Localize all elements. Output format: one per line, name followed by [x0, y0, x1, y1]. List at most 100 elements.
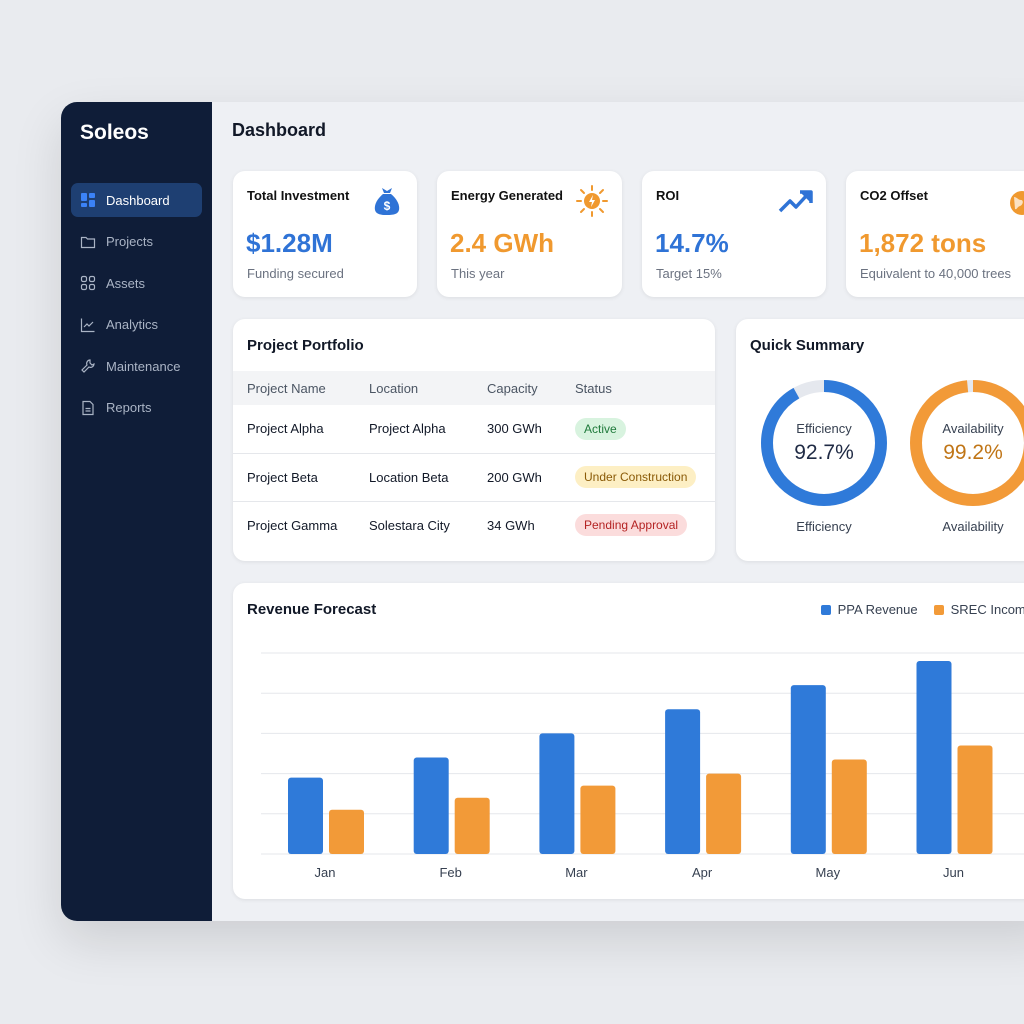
grid-icon: [81, 193, 95, 207]
project-portfolio-card: Project Portfolio Project Name Location …: [233, 319, 715, 561]
quick-summary-card: Quick Summary Efficiency 92.7% Efficiency A…: [736, 319, 1024, 561]
bar-srec-income-jan[interactable]: [329, 809, 364, 854]
kpi-value: 2.4 GWh: [450, 228, 555, 258]
cell-name: Project Beta: [233, 453, 355, 502]
status-badge: Pending Approval: [575, 514, 688, 537]
sidebar-item-label: Reports: [106, 400, 152, 416]
gauge-label: Efficiency: [796, 421, 852, 436]
status-badge: Active: [575, 417, 626, 440]
sun-bolt-icon: [576, 185, 608, 217]
page-title: Dashboard: [232, 120, 327, 140]
bar-srec-income-feb[interactable]: [454, 797, 490, 854]
column-header[interactable]: Status: [561, 371, 715, 405]
legend-item-srec[interactable]: SREC Income: [933, 602, 1024, 617]
gauge-availability: Availability 99.2% Availability: [903, 373, 1024, 563]
card-title: Quick Summary: [750, 337, 865, 354]
bar-srec-income-apr[interactable]: [706, 773, 742, 854]
x-tick-label: Jan: [315, 865, 336, 880]
cell-capacity: 300 GWh: [473, 405, 561, 454]
app-logo: Soleos: [80, 121, 149, 144]
kpi-card-roi: ROI 14.7% Target 15%: [642, 171, 826, 297]
earth-leaf-icon: [1010, 191, 1024, 215]
legend-swatch: [820, 605, 831, 615]
cell-status: Active: [561, 405, 715, 454]
sidebar-item-dashboard[interactable]: Dashboard: [71, 183, 202, 217]
bar-ppa-revenue-jan[interactable]: [288, 777, 323, 854]
sidebar-item-projects[interactable]: Projects: [71, 225, 202, 259]
column-header[interactable]: Project Name: [233, 371, 355, 405]
gauge-label: Availability: [942, 421, 1004, 436]
cell-status: Pending Approval: [561, 501, 715, 549]
cell-capacity: 34 GWh: [487, 517, 535, 533]
legend-item-ppa[interactable]: PPA Revenue: [820, 602, 918, 617]
donut-ring: [761, 380, 887, 506]
kpi-label: Energy Generated: [451, 188, 563, 203]
wrench-icon: [81, 359, 95, 374]
bar-ppa-revenue-may[interactable]: [790, 685, 826, 854]
donut-fill: [910, 380, 1024, 506]
card-title: Project Portfolio: [247, 337, 364, 354]
donut-ring: [910, 380, 1024, 506]
x-tick-label: Jun: [943, 865, 964, 880]
bar-ppa-revenue-jun[interactable]: [916, 661, 952, 854]
app-window: Soleos Dashboard Projects Assets Analyti…: [61, 102, 1024, 921]
kpi-value: $1.28M: [246, 228, 333, 258]
sidebar-item-assets[interactable]: Assets: [71, 266, 202, 300]
kpi-subtext: Equivalent to 40,000 trees: [860, 266, 1012, 281]
project-table: Project Name Location Capacity Status Pr…: [233, 371, 715, 549]
kpi-card-energy-generated: Energy Generated 2.4 GWh This year: [437, 171, 622, 297]
sidebar-item-label: Projects: [106, 234, 153, 250]
x-tick-label: May: [816, 865, 841, 880]
kpi-card-co2-offset: CO2 Offset 1,872 tons Equivalent to 40,0…: [846, 171, 1024, 297]
cell-location: Location Beta: [355, 453, 473, 502]
x-tick-label: Mar: [565, 865, 588, 880]
cell-status: Under Construction: [561, 453, 715, 502]
gauge-caption: Efficiency: [796, 519, 852, 534]
bar-srec-income-jun[interactable]: [957, 745, 993, 854]
table-row[interactable]: Project Gamma Solestara City 34 GWh Pending…: [233, 501, 715, 549]
kpi-card-total-investment: Total Investment $ $1.28M Funding secure…: [233, 171, 417, 297]
bar-ppa-revenue-apr[interactable]: [665, 709, 701, 854]
kpi-value: 14.7%: [655, 228, 729, 258]
table-row[interactable]: Project Beta Location Beta 200 GWh Under Co…: [233, 453, 715, 502]
cell-name: Project Gamma: [247, 517, 338, 533]
cell-name: Project Alpha: [233, 405, 355, 454]
kpi-label: CO2 Offset: [860, 188, 928, 203]
sidebar-item-maintenance[interactable]: Maintenance: [71, 349, 202, 383]
bar-ppa-revenue-feb[interactable]: [413, 757, 449, 854]
x-tick-label: Apr: [692, 865, 713, 880]
sidebar-item-analytics[interactable]: Analytics: [71, 308, 202, 342]
trending-up-icon: [778, 190, 813, 213]
kpi-subtext: Funding secured: [247, 266, 344, 281]
column-header[interactable]: Capacity: [473, 371, 561, 405]
chart-line-icon: [80, 318, 95, 332]
sidebar-nav: Dashboard Projects Assets Analytics Main…: [71, 183, 202, 433]
kpi-label: Total Investment: [247, 188, 350, 203]
x-tick-label: Feb: [439, 865, 461, 880]
legend-label: SREC Income: [950, 602, 1024, 617]
donut-fill: [761, 380, 887, 506]
document-icon: [82, 400, 94, 416]
kpi-label: ROI: [656, 188, 680, 203]
bar-ppa-revenue-mar[interactable]: [539, 733, 575, 854]
sidebar-item-label: Assets: [106, 275, 146, 291]
column-header[interactable]: Location: [355, 371, 473, 405]
status-badge: Under Construction: [575, 466, 697, 488]
bar-srec-income-mar[interactable]: [580, 785, 616, 854]
sidebar-item-reports[interactable]: Reports: [71, 391, 202, 425]
kpi-subtext: Target 15%: [656, 266, 722, 281]
sidebar-item-label: Maintenance: [106, 358, 181, 374]
table-row[interactable]: Project Alpha Project Alpha 300 GWh Active: [233, 405, 715, 454]
revenue-bar-chart: Jan Feb Mar Apr May Jun: [261, 652, 1024, 880]
bar-srec-income-may[interactable]: [831, 759, 867, 854]
cell-capacity: 200 GWh: [473, 453, 561, 502]
money-bag-icon: $: [374, 188, 400, 215]
chart-legend: PPA Revenue SREC Income: [820, 602, 1024, 617]
gauge-efficiency: Efficiency 92.7% Efficiency: [754, 373, 894, 563]
gauge-caption: Availability: [942, 519, 1004, 534]
gauge-value: 92.7%: [794, 441, 854, 464]
revenue-forecast-card: Revenue Forecast PPA Revenue SREC Income…: [233, 583, 1024, 899]
sidebar-item-label: Dashboard: [106, 192, 170, 208]
gauge-value: 99.2%: [943, 441, 1003, 464]
apps-icon: [80, 276, 96, 291]
